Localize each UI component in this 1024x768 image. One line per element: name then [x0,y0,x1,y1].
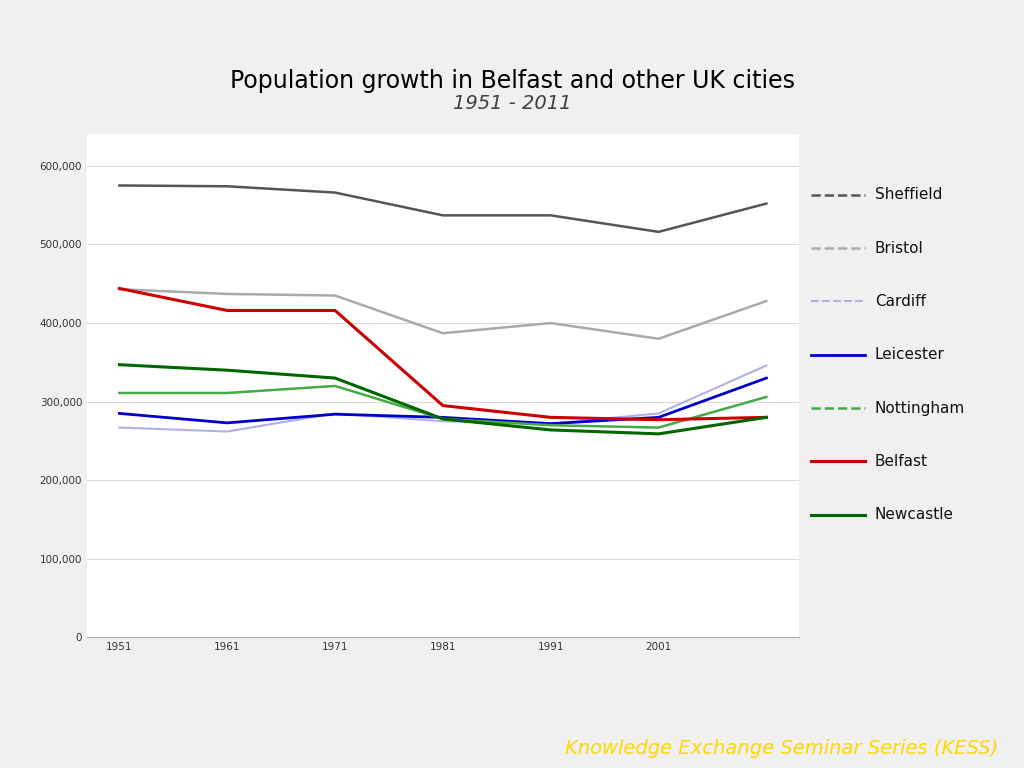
Text: Leicester: Leicester [874,347,945,362]
Text: Belfast: Belfast [874,454,928,469]
Text: Sheffield: Sheffield [874,187,942,202]
Text: Newcastle: Newcastle [874,508,953,522]
Text: Cardiff: Cardiff [874,294,926,309]
Text: Bristol: Bristol [874,240,924,256]
Text: Nottingham: Nottingham [874,401,965,415]
Text: Population growth in Belfast and other UK cities: Population growth in Belfast and other U… [229,68,795,93]
Text: Knowledge Exchange Seminar Series (KESS): Knowledge Exchange Seminar Series (KESS) [565,740,998,758]
Text: 1951 - 2011: 1951 - 2011 [453,94,571,113]
